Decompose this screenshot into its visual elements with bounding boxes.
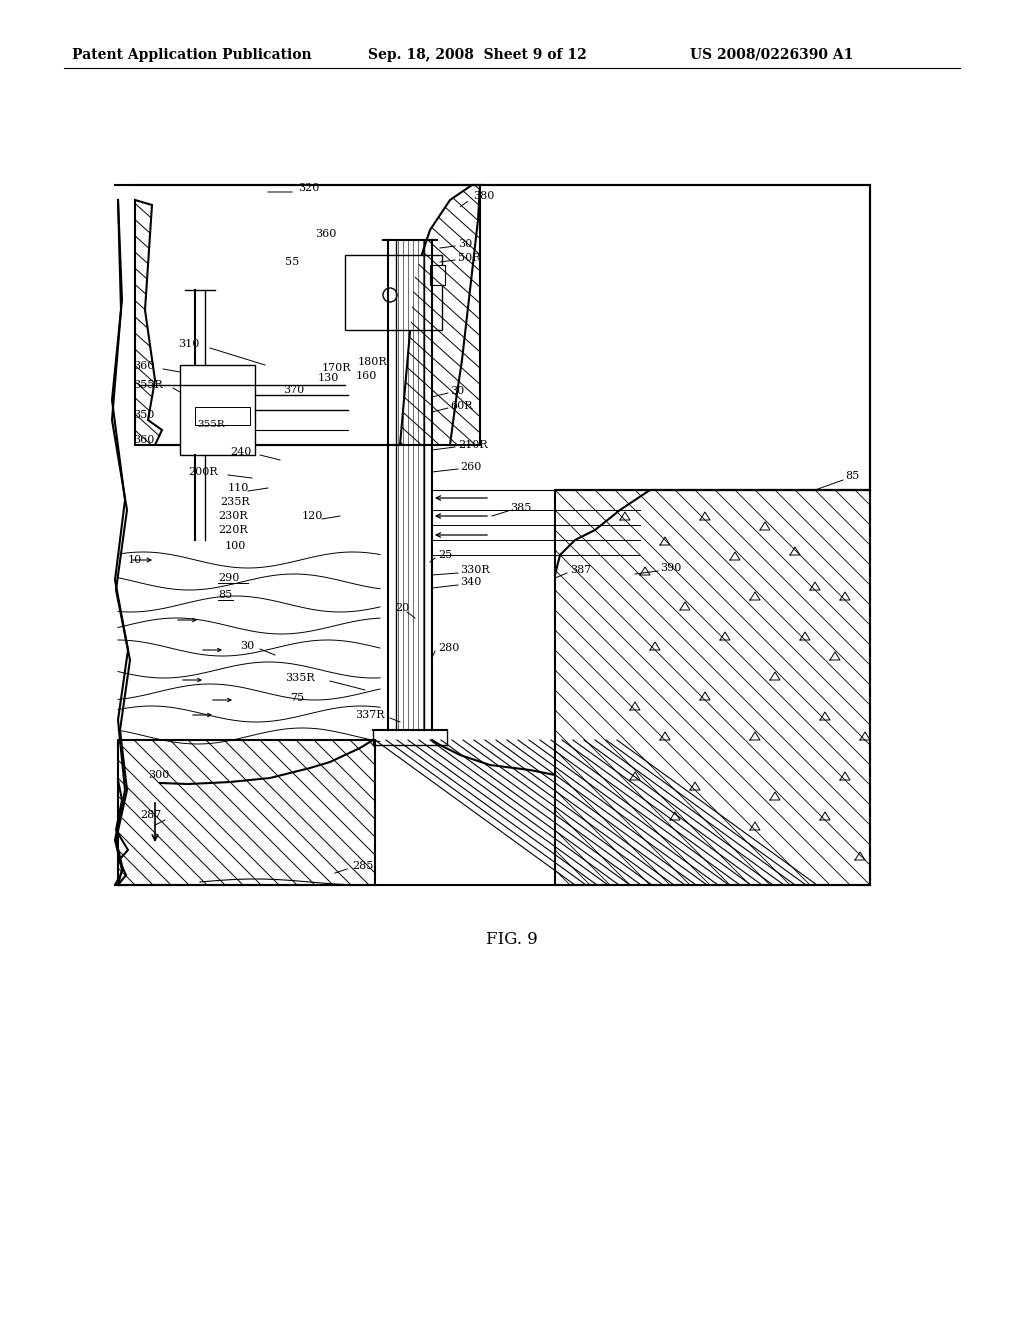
Text: 220R: 220R: [218, 525, 248, 535]
Polygon shape: [555, 490, 870, 884]
Text: 180R: 180R: [358, 356, 388, 367]
Text: 360: 360: [315, 228, 336, 239]
Bar: [345, 255, 442, 330]
Text: 310: 310: [178, 339, 200, 348]
Text: 320: 320: [298, 183, 319, 193]
Text: 170R: 170R: [322, 363, 351, 374]
Text: 285: 285: [352, 861, 374, 871]
Text: 75: 75: [290, 693, 304, 704]
Text: 85: 85: [845, 471, 859, 480]
Text: 240: 240: [230, 447, 251, 457]
Text: 200R: 200R: [188, 467, 218, 477]
Text: Patent Application Publication: Patent Application Publication: [72, 48, 311, 62]
Text: 235R: 235R: [220, 498, 250, 507]
Text: 360: 360: [133, 436, 155, 445]
Text: 160: 160: [356, 371, 378, 381]
Text: 290: 290: [218, 573, 240, 583]
Text: 110: 110: [228, 483, 250, 492]
Text: 350: 350: [133, 411, 155, 420]
Text: 85: 85: [218, 590, 232, 601]
Bar: [195, 407, 250, 425]
Text: 387: 387: [570, 565, 591, 576]
Text: 30: 30: [458, 239, 472, 249]
Bar: [180, 366, 255, 455]
Text: 120: 120: [302, 511, 324, 521]
Text: 210R: 210R: [458, 440, 487, 450]
Text: 30: 30: [450, 385, 464, 396]
Text: 355R: 355R: [133, 380, 163, 389]
Text: 300: 300: [148, 770, 169, 780]
Text: 260: 260: [460, 462, 481, 473]
Text: 380: 380: [473, 191, 495, 201]
Text: 330R: 330R: [460, 565, 489, 576]
Bar: [430, 265, 445, 285]
Text: 280: 280: [438, 643, 460, 653]
Text: 370: 370: [283, 385, 304, 395]
Text: 55: 55: [285, 257, 299, 267]
Text: 355R: 355R: [197, 420, 224, 429]
Text: FIG. 9: FIG. 9: [486, 932, 538, 949]
Text: 50R: 50R: [458, 253, 480, 263]
Text: 100: 100: [225, 541, 247, 550]
Polygon shape: [135, 185, 480, 445]
Text: 30: 30: [240, 642, 254, 651]
Text: US 2008/0226390 A1: US 2008/0226390 A1: [690, 48, 853, 62]
Text: 25: 25: [438, 550, 453, 560]
Text: 287: 287: [140, 810, 161, 820]
Text: 230R: 230R: [218, 511, 248, 521]
Text: 390: 390: [660, 564, 681, 573]
Text: 130: 130: [318, 374, 339, 383]
Text: 385: 385: [510, 503, 531, 513]
Text: 337R: 337R: [355, 710, 384, 719]
Text: 340: 340: [460, 577, 481, 587]
Text: 10: 10: [128, 554, 142, 565]
Text: 60R: 60R: [450, 401, 472, 411]
Text: 20: 20: [395, 603, 410, 612]
Text: 360: 360: [133, 360, 155, 371]
Text: Sep. 18, 2008  Sheet 9 of 12: Sep. 18, 2008 Sheet 9 of 12: [368, 48, 587, 62]
Polygon shape: [118, 741, 375, 884]
Text: 335R: 335R: [285, 673, 314, 682]
